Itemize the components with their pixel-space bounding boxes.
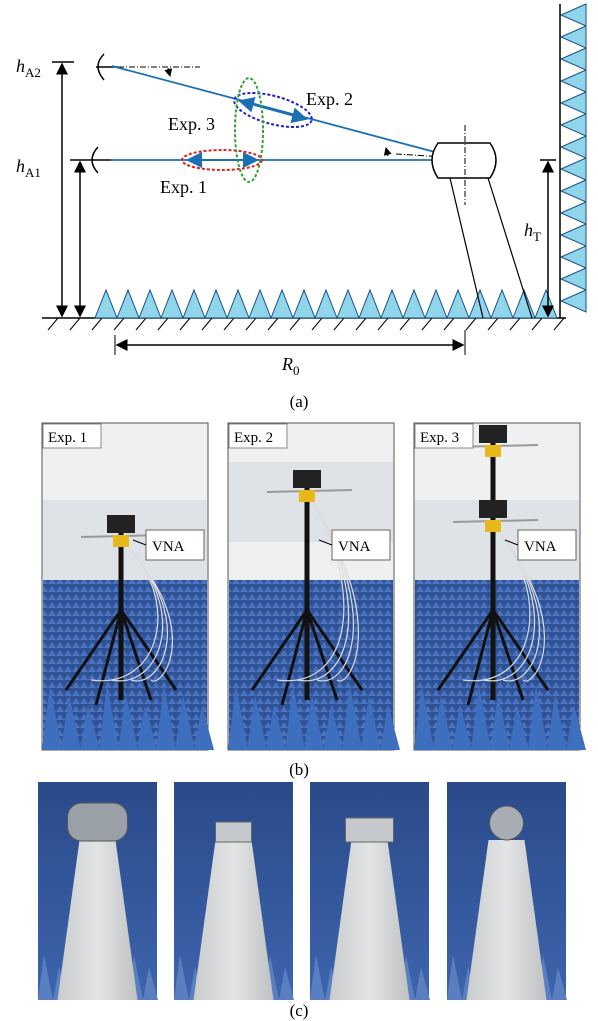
absorber: [561, 158, 586, 180]
absorber: [425, 290, 447, 318]
hatch-line: [268, 318, 278, 330]
absorber: [561, 114, 586, 136]
hatch-line: [466, 318, 476, 330]
absorber: [161, 290, 183, 318]
hatch-line: [70, 318, 80, 330]
hatch-line: [290, 318, 300, 330]
hatch-line: [532, 318, 542, 330]
absorber: [315, 290, 337, 318]
hatch-line: [48, 318, 58, 330]
absorber: [95, 290, 117, 318]
absorber: [561, 290, 586, 312]
mount: [113, 535, 129, 547]
absorber: [561, 4, 586, 26]
label-r0: R0: [281, 354, 300, 378]
support: [488, 178, 532, 318]
caption-b: (b): [289, 760, 309, 779]
antenna: [107, 515, 135, 533]
antenna: [293, 470, 321, 488]
absorber: [561, 92, 586, 114]
absorber: [535, 290, 557, 318]
floor-absorbers: [95, 290, 557, 318]
absorber: [561, 224, 586, 246]
hatch-line: [334, 318, 344, 330]
hatch-line: [92, 318, 102, 330]
absorber: [561, 246, 586, 268]
photo-label: Exp. 1: [48, 430, 87, 446]
hatch-line: [488, 318, 498, 330]
mount: [485, 445, 501, 457]
vna-label: VNA: [338, 539, 371, 555]
antenna: [479, 500, 507, 518]
absorber: [381, 290, 403, 318]
vna-label: VNA: [524, 539, 557, 555]
label-ha1: hA1: [16, 156, 41, 180]
absorber: [183, 290, 205, 318]
hatch-line: [510, 318, 520, 330]
panel-c: [38, 782, 567, 1000]
exp1-label: Exp. 1: [160, 177, 207, 197]
hatch-line: [136, 318, 146, 330]
label-ha2: hA2: [16, 56, 41, 80]
hatch-line: [202, 318, 212, 330]
hatch-line: [554, 318, 564, 330]
hatch-line: [224, 318, 234, 330]
panel-a: Exp. 2 Exp. 3 Exp. 1 hA2 hA1 hT R0 (a): [16, 4, 586, 411]
hatch-line: [422, 318, 432, 330]
target: [432, 143, 496, 178]
absorber: [337, 290, 359, 318]
absorber: [561, 70, 586, 92]
absorber: [447, 290, 469, 318]
photo-label: Exp. 3: [420, 430, 459, 446]
angle: [168, 68, 170, 76]
target: [490, 806, 524, 840]
hatch: [48, 318, 564, 330]
hatch-line: [114, 318, 124, 330]
beam-2: [112, 66, 465, 160]
antenna: [479, 425, 507, 443]
hatch-line: [246, 318, 256, 330]
absorber: [139, 290, 161, 318]
antenna-a1: [90, 147, 112, 173]
hatch-line: [400, 318, 410, 330]
target: [216, 822, 252, 842]
label-ht: hT: [524, 220, 541, 244]
hatch-line: [378, 318, 388, 330]
mount: [485, 520, 501, 532]
wall-absorbers: [561, 4, 586, 312]
absorber: [117, 290, 139, 318]
target: [68, 803, 128, 841]
absorber: [561, 48, 586, 70]
caption-c: (c): [290, 1001, 309, 1020]
absorber: [491, 290, 513, 318]
mount: [299, 490, 315, 502]
absorber: [561, 136, 586, 158]
target: [346, 818, 394, 842]
caption-a: (a): [290, 392, 309, 411]
absorber: [403, 290, 425, 318]
hatch-line: [356, 318, 366, 330]
angle: [386, 148, 388, 156]
hatch-line: [158, 318, 168, 330]
hatch-line: [444, 318, 454, 330]
photo-label: Exp. 2: [234, 430, 273, 446]
exp2-label: Exp. 2: [306, 89, 353, 109]
exp3-label: Exp. 3: [168, 114, 215, 134]
absorber: [561, 268, 586, 290]
panel-b: Exp. 1 VNA Exp. 2 VNA Exp. 3 VNA: [42, 423, 586, 750]
absorber: [561, 180, 586, 202]
hatch-line: [312, 318, 322, 330]
absorber: [227, 290, 249, 318]
absorber: [561, 202, 586, 224]
hatch-line: [180, 318, 190, 330]
vna-label: VNA: [152, 539, 185, 555]
absorber: [561, 26, 586, 48]
absorber: [205, 290, 227, 318]
absorber: [271, 290, 293, 318]
absorber: [249, 290, 271, 318]
figure: Exp. 2 Exp. 3 Exp. 1 hA2 hA1 hT R0 (a) E…: [0, 0, 598, 1021]
absorber: [359, 290, 381, 318]
absorber: [293, 290, 315, 318]
